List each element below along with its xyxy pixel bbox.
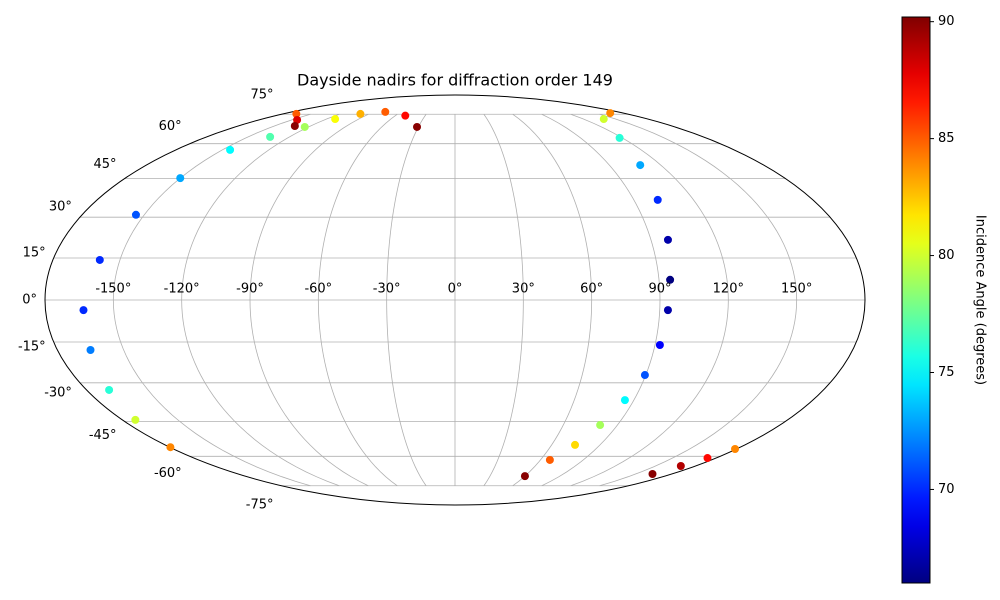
point [648, 470, 657, 479]
point [79, 306, 88, 315]
grid-line [512, 113, 593, 487]
x-tick-label: 0° [448, 282, 463, 297]
point [381, 107, 390, 116]
point [640, 371, 649, 380]
point [653, 195, 662, 204]
point [596, 421, 605, 430]
x-tick-label: -90° [236, 282, 264, 297]
point [401, 111, 410, 120]
point [95, 255, 104, 264]
y-tick-label: 30° [49, 200, 72, 215]
point [293, 115, 302, 124]
point [266, 132, 275, 141]
y-tick-label: 60° [159, 119, 182, 134]
grid-line [541, 113, 661, 487]
colorbar-tick-label: 70 [938, 482, 955, 497]
y-tick-label: -60° [154, 466, 182, 481]
y-tick-label: -30° [44, 385, 72, 400]
colorbar [901, 16, 931, 584]
x-tick-label: -150° [95, 282, 131, 297]
chart-title: Dayside nadirs for diffraction order 149 [297, 71, 613, 90]
point [731, 444, 740, 453]
point [331, 115, 340, 124]
point [636, 161, 645, 170]
x-tick-label: 90° [648, 282, 671, 297]
point [703, 454, 712, 463]
point [290, 121, 299, 130]
grid-line [483, 114, 524, 486]
point [166, 443, 175, 452]
point [105, 385, 114, 394]
x-tick-label: -60° [304, 282, 332, 297]
point [226, 145, 235, 154]
point [545, 455, 554, 464]
point [663, 306, 672, 315]
point [571, 440, 580, 449]
colorbar-tick-label: 85 [938, 131, 955, 146]
y-tick-label: 0° [22, 293, 37, 308]
y-tick-label: 75° [250, 87, 273, 102]
x-tick-label: 30° [512, 282, 535, 297]
point [131, 210, 140, 219]
point [599, 115, 608, 124]
point [176, 174, 185, 183]
point [300, 122, 309, 131]
point [655, 341, 664, 350]
point [356, 109, 365, 118]
colorbar-tick-label: 80 [938, 248, 955, 263]
grid-line [181, 113, 340, 487]
point [663, 235, 672, 244]
grid-line [386, 114, 427, 486]
map-outline [44, 94, 866, 506]
x-tick-label: 150° [781, 282, 812, 297]
colorbar-tick-label: 75 [938, 365, 955, 380]
y-tick-label: -75° [246, 498, 274, 513]
grid-line [599, 113, 798, 487]
point [86, 345, 95, 354]
point [676, 462, 685, 471]
y-tick-label: 45° [94, 157, 117, 172]
y-tick-label: -15° [18, 340, 46, 355]
x-tick-label: -120° [164, 282, 200, 297]
y-tick-label: 15° [23, 245, 46, 260]
x-tick-label: -30° [373, 282, 401, 297]
point [131, 415, 140, 424]
colorbar-tick-label: 90 [938, 14, 955, 29]
x-tick-label: 120° [713, 282, 744, 297]
grid-line [112, 113, 311, 487]
point [620, 396, 629, 405]
point [413, 122, 422, 131]
y-tick-label: -45° [89, 428, 117, 443]
grid-line [249, 113, 369, 487]
point [615, 133, 624, 142]
colorbar-label: Incidence Angle (degrees) [973, 215, 988, 385]
point [606, 109, 615, 118]
point [520, 472, 529, 481]
point [292, 109, 301, 118]
x-tick-label: 60° [580, 282, 603, 297]
grid-line [317, 113, 398, 487]
grid-line [570, 113, 729, 487]
point [666, 275, 675, 284]
